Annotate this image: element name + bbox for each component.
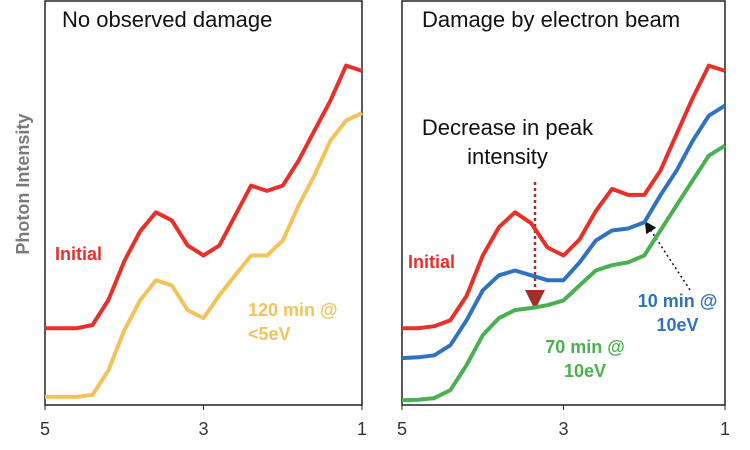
series-line [45,111,363,399]
series-line [401,143,727,403]
annotation: Decrease in peak intensity [421,115,594,169]
x-tick-label: 3 [558,419,568,439]
x-tick-label: 3 [198,419,208,439]
x-tick-label: 5 [397,419,407,439]
y-axis-label: Photon Intensity [12,113,33,255]
series-label: 70 min @ 10eV [545,337,625,382]
series-label: Initial [408,252,456,272]
label-arrow [644,220,691,291]
series-line [45,63,363,331]
series-label: 120 min @ <5eV [248,300,338,345]
series-line [402,63,726,331]
series-label: 10 min @ 10eV [637,291,718,336]
x-tick-label: 1 [720,419,730,439]
panel-title: Damage by electron beam [422,7,681,32]
x-tick-label: 5 [40,419,50,439]
panel-title: No observed damage [62,7,273,32]
series-line [401,103,727,361]
x-tick-label: 1 [357,419,367,439]
series-label: Initial [55,244,103,264]
